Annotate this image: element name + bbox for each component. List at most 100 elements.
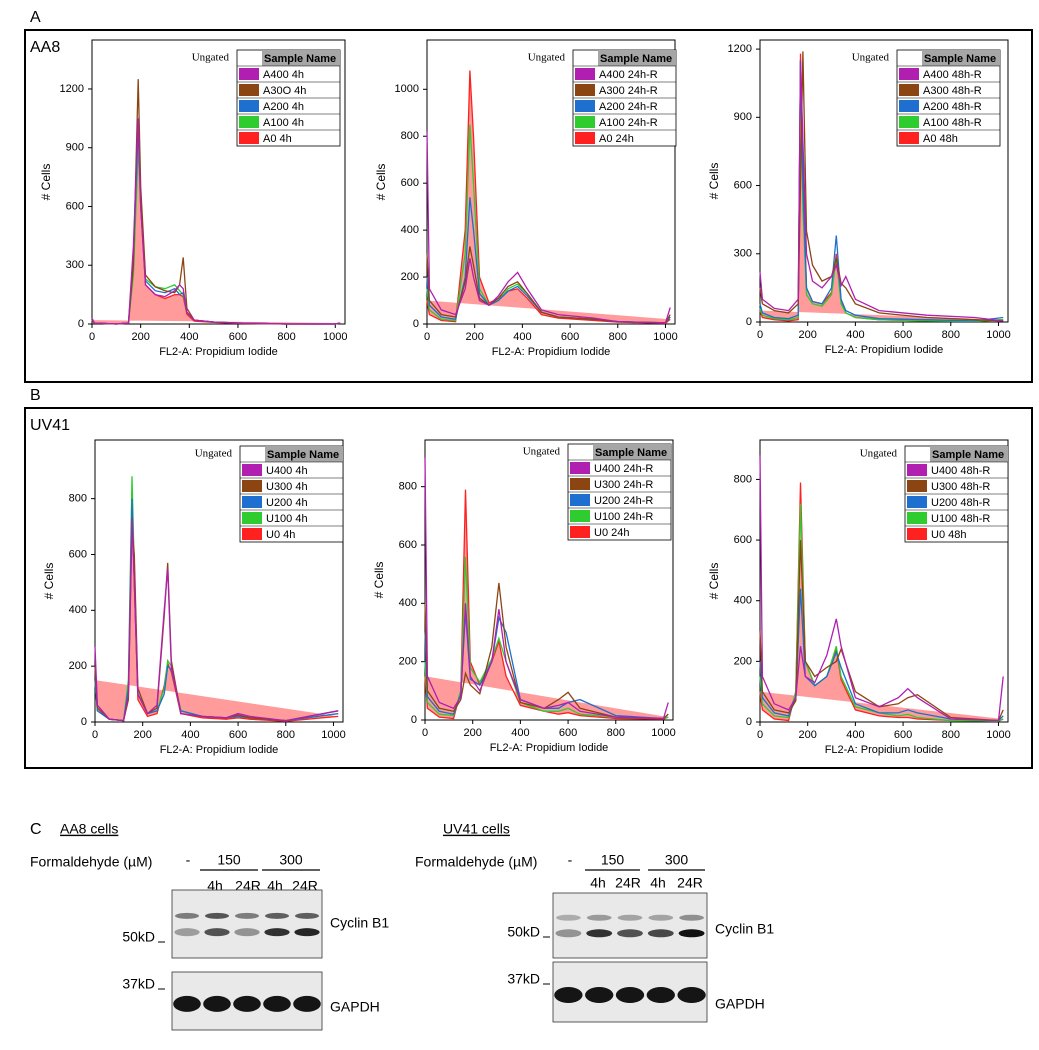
y-tick-label: 400 (401, 224, 419, 236)
legend-swatch (239, 68, 259, 80)
series-line (94, 518, 339, 722)
legend-entry: A400 48h-R (923, 69, 982, 81)
blot-band (175, 912, 199, 919)
legend-header-bg (598, 50, 676, 66)
y-axis-label: # Cells (39, 164, 53, 201)
plot-frame (424, 439, 674, 721)
x-axis-label: FL2-A: Propidium Iodide (160, 744, 279, 756)
gate-label: Ungated (528, 52, 566, 64)
legend-entry: U400 24h-R (594, 463, 653, 475)
series-area (91, 137, 341, 325)
x-tick-label: 200 (466, 331, 484, 343)
blot-band (585, 987, 614, 1003)
y-tick-label: 600 (401, 177, 419, 189)
legend-swatch (570, 526, 590, 538)
legend-entry: A300 48h-R (923, 85, 982, 97)
legend-entry: A30O 4h (263, 85, 306, 97)
x-tick-label: 0 (424, 331, 430, 343)
time-label: 4h (650, 875, 666, 891)
legend-entry: U300 24h-R (594, 479, 653, 491)
y-tick-label: 600 (734, 534, 752, 546)
blot-band (235, 912, 259, 919)
legend-swatch (239, 132, 259, 144)
x-tick-label: 600 (561, 331, 579, 343)
panel-b-frame (24, 407, 1033, 769)
time-label: 24R (677, 875, 703, 891)
time-label: 4h (590, 875, 606, 891)
series-line (759, 503, 1004, 722)
x-axis-label: FL2-A: Propidium Iodide (825, 344, 944, 356)
marker-label: 37kD (122, 976, 155, 992)
legend-swatch (575, 84, 595, 96)
legend-entry: U400 4h (266, 465, 308, 477)
x-axis-label: FL2-A: Propidium Iodide (492, 346, 611, 358)
legend-entry: A0 24h (599, 133, 634, 145)
y-axis-label: # Cells (372, 562, 386, 599)
dose-label: 150 (217, 852, 241, 868)
legend-swatch (575, 132, 595, 144)
series-line (91, 128, 341, 325)
x-tick-label: 600 (559, 727, 577, 739)
y-tick-label: 0 (81, 716, 87, 728)
legend-swatch (570, 462, 590, 474)
plot-frame (426, 39, 676, 325)
treatment-label: Formaldehyde (µM) (30, 854, 152, 870)
legend-entry: A0 48h (923, 133, 958, 145)
legend-header-bg (930, 446, 1008, 462)
legend-entry: U100 24h-R (594, 511, 653, 523)
x-axis-label: FL2-A: Propidium Iodide (490, 742, 609, 754)
legend-entry: U200 48h-R (931, 497, 990, 509)
blot-band (679, 914, 704, 921)
legend-swatch (242, 480, 262, 492)
blot-image (171, 889, 323, 959)
plot-frame (759, 439, 1009, 723)
y-axis-label: # Cells (42, 563, 56, 600)
blot-band (555, 929, 582, 938)
plot-frame (759, 39, 1009, 323)
x-tick-label: 400 (511, 727, 529, 739)
legend-entry: A0 4h (263, 133, 292, 145)
x-tick-label: 800 (942, 329, 960, 341)
legend-entry: A300 24h-R (599, 85, 658, 97)
series-line (759, 60, 1004, 322)
legend-swatch (570, 478, 590, 490)
series-line (424, 457, 669, 720)
legend-title: Sample Name (924, 53, 996, 65)
control-label: - (568, 852, 573, 868)
x-tick-label: 800 (277, 729, 295, 741)
legend-entry: U300 48h-R (931, 481, 990, 493)
legend-title: Sample Name (264, 53, 336, 65)
y-tick-label: 0 (413, 318, 419, 330)
legend-header-bg (265, 446, 343, 462)
time-label: 24R (615, 875, 641, 891)
x-axis-label: FL2-A: Propidium Iodide (159, 346, 278, 358)
panel-title: AA8 (30, 39, 60, 56)
y-axis-label: # Cells (707, 563, 721, 600)
legend-swatch (907, 480, 927, 492)
legend-swatch (242, 528, 262, 540)
legend-entry: U400 48h-R (931, 465, 990, 477)
series-line (424, 582, 669, 720)
legend-entry: U200 24h-R (594, 495, 653, 507)
x-tick-label: 0 (89, 331, 95, 343)
y-tick-label: 600 (69, 548, 87, 560)
x-tick-label: 800 (277, 331, 295, 343)
legend-entry: A400 24h-R (599, 69, 658, 81)
legend-entry: U100 4h (266, 513, 308, 525)
x-tick-label: 200 (799, 329, 817, 341)
legend-swatch (899, 68, 919, 80)
legend-swatch (907, 512, 927, 524)
x-tick-label: 1000 (321, 729, 345, 741)
plot-frame (94, 439, 344, 723)
legend-title: Sample Name (932, 449, 1004, 461)
legend-entry: U200 4h (266, 497, 308, 509)
x-tick-label: 800 (942, 729, 960, 741)
series-line (759, 51, 1004, 322)
series-line (426, 131, 671, 324)
legend-title: Sample Name (600, 53, 672, 65)
x-tick-label: 0 (422, 727, 428, 739)
legend-swatch (575, 100, 595, 112)
series-line (759, 588, 1004, 722)
blot-band (173, 995, 201, 1012)
